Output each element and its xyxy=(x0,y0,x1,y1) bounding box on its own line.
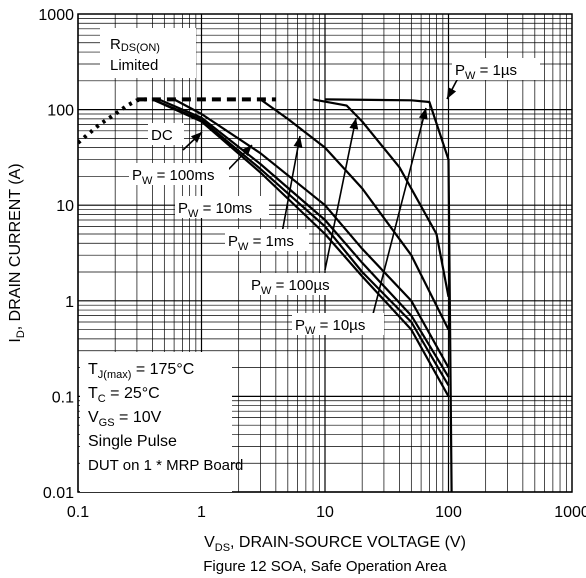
callout-label: DC xyxy=(151,127,173,144)
callout-arrow xyxy=(281,135,301,234)
callout-arrowhead xyxy=(241,145,252,157)
soa-curve xyxy=(324,98,453,492)
condition-line: TC = 25°C xyxy=(88,385,160,405)
soa-curve xyxy=(259,98,450,331)
y-tick-label: 100 xyxy=(47,103,74,120)
y-tick-label: 10 xyxy=(56,198,74,215)
callout-label-box xyxy=(452,58,540,80)
callout-label: PW = 100ms xyxy=(132,167,215,187)
callout-label: PW = 10µs xyxy=(295,317,365,337)
condition-line: VGS = 10V xyxy=(88,409,162,429)
rds-on-label: RDS(ON) xyxy=(110,36,160,54)
callout-arrowhead xyxy=(447,87,457,99)
x-tick-label: 1000 xyxy=(554,504,586,521)
callout-label: PW = 100µs xyxy=(251,277,330,297)
y-tick-label: 0.01 xyxy=(43,485,74,502)
limited-label: Limited xyxy=(110,57,158,74)
figure-caption: Figure 12 SOA, Safe Operation Area xyxy=(203,558,447,575)
y-tick-label: 1000 xyxy=(38,7,74,24)
callout-label: PW = 1ms xyxy=(228,233,294,253)
x-tick-label: 0.1 xyxy=(67,504,89,521)
y-axis-label: ID, DRAIN CURRENT (A) xyxy=(7,163,27,342)
callout-label-box xyxy=(175,196,269,218)
callout-label-box xyxy=(225,229,309,251)
callout-arrowhead xyxy=(349,118,359,130)
callout-arrowhead xyxy=(418,108,428,120)
callout-label-box xyxy=(292,313,384,335)
y-tick-label: 1 xyxy=(65,294,74,311)
x-tick-label: 100 xyxy=(435,504,462,521)
callout-arrows xyxy=(182,77,459,319)
callout-labels: DC PW = 100ms PW = 10ms PW = 1ms PW = 100µs P… xyxy=(88,36,540,474)
rds-limited-box xyxy=(100,28,196,78)
condition-line: DUT on 1 * MRP Board xyxy=(88,457,243,474)
soa-curve xyxy=(151,98,450,397)
x-tick-label: 1 xyxy=(197,504,206,521)
callout-arrowhead xyxy=(293,136,303,148)
x-tick-label: 10 xyxy=(316,504,334,521)
callout-label-box xyxy=(248,273,348,295)
plot-frame xyxy=(77,13,573,493)
callout-arrow xyxy=(371,107,427,319)
conditions-box xyxy=(80,352,232,492)
soa-curve xyxy=(173,98,450,369)
callout-arrowhead xyxy=(190,132,202,143)
y-tick-label: 0.1 xyxy=(52,389,74,406)
soa-curves xyxy=(78,97,453,492)
label-boxes xyxy=(80,28,232,492)
callout-label-box xyxy=(148,123,184,145)
callout-arrow xyxy=(324,117,357,271)
condition-line: TJ(max) = 175°C xyxy=(88,361,194,381)
soa-curve xyxy=(151,98,450,387)
callout-label-box xyxy=(129,163,229,185)
x-axis-label: VDS, DRAIN-SOURCE VOLTAGE (V) xyxy=(204,534,466,554)
callout-label: PW = 10ms xyxy=(178,200,252,220)
callout-label: PW = 1µs xyxy=(455,62,517,82)
condition-line: Single Pulse xyxy=(88,433,177,450)
tick-labels: 0.1 1 10 100 1000 1000 100 10 1 0.1 0.01 xyxy=(38,7,586,521)
soa-curve xyxy=(158,98,450,378)
soa-curve xyxy=(312,98,450,298)
